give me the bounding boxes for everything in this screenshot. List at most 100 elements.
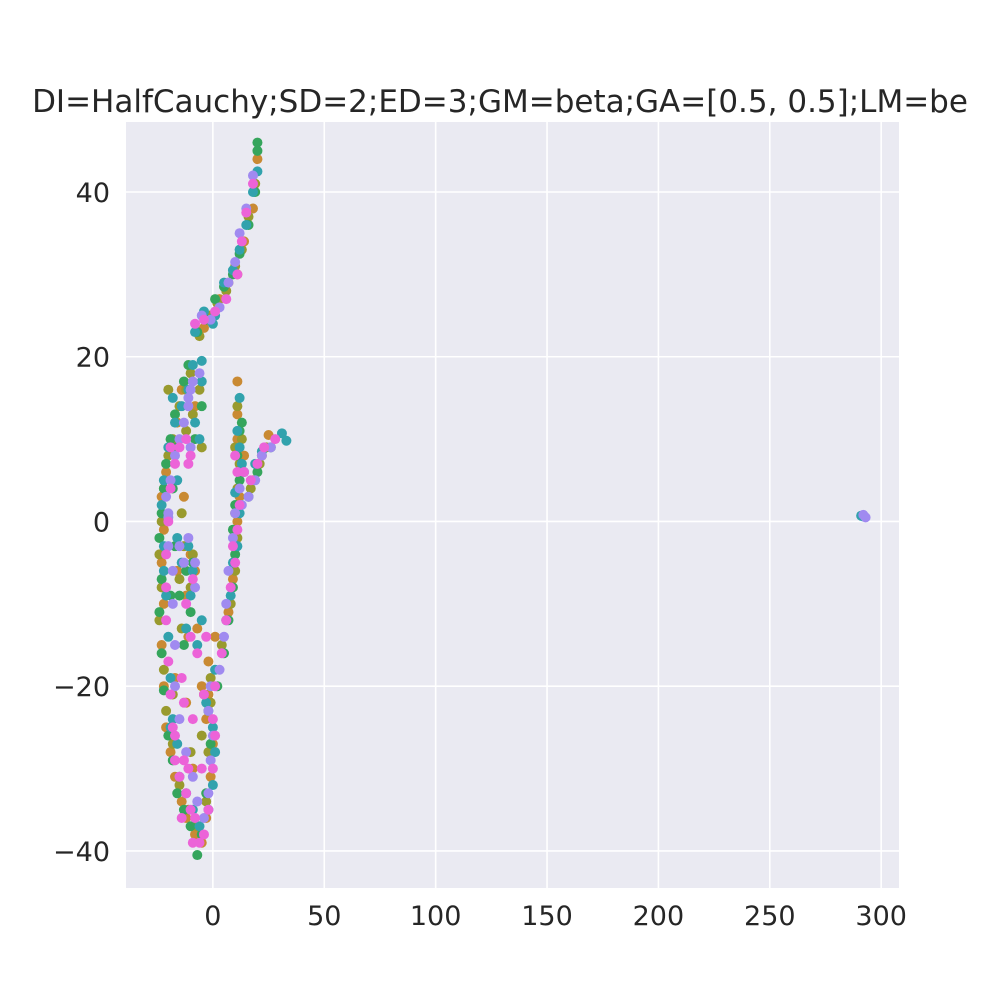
data-point xyxy=(230,549,241,560)
data-point xyxy=(187,409,198,420)
data-point xyxy=(201,796,212,807)
data-point xyxy=(185,450,196,461)
data-point xyxy=(185,384,196,395)
data-point xyxy=(187,359,198,370)
data-point xyxy=(205,771,216,782)
data-point xyxy=(194,368,205,379)
data-point xyxy=(232,269,243,280)
data-point xyxy=(205,755,216,766)
data-point xyxy=(170,681,181,692)
data-point xyxy=(154,607,165,618)
data-point xyxy=(185,368,196,379)
data-point xyxy=(181,788,192,799)
x-tick-labels: 0 50 100 150 200 250 300 xyxy=(204,901,907,932)
data-point xyxy=(165,434,176,445)
data-point xyxy=(227,541,238,552)
data-point xyxy=(167,722,178,733)
data-point xyxy=(192,648,203,659)
data-point xyxy=(259,442,270,453)
data-point xyxy=(241,207,252,218)
data-point xyxy=(230,508,241,519)
data-point xyxy=(183,763,194,774)
data-point xyxy=(232,409,243,420)
data-point xyxy=(225,590,236,601)
data-point xyxy=(205,738,216,749)
data-point xyxy=(207,722,218,733)
data-point xyxy=(234,244,245,255)
data-point xyxy=(223,607,234,618)
data-point xyxy=(178,491,189,502)
data-point xyxy=(207,780,218,791)
data-point xyxy=(174,541,185,552)
data-point xyxy=(247,178,258,189)
data-point xyxy=(234,442,245,453)
data-point xyxy=(154,532,165,543)
data-point xyxy=(158,565,169,576)
data-point xyxy=(203,705,214,716)
data-point xyxy=(187,771,198,782)
data-point xyxy=(163,384,174,395)
data-point xyxy=(210,681,221,692)
y-tick-label: 20 xyxy=(76,343,110,374)
data-point xyxy=(165,442,176,453)
data-point xyxy=(198,314,209,325)
data-point xyxy=(207,763,218,774)
data-point xyxy=(161,549,172,560)
data-point xyxy=(167,598,178,609)
data-point xyxy=(252,458,263,469)
data-point xyxy=(276,428,287,439)
data-point xyxy=(281,435,292,446)
data-point xyxy=(158,598,169,609)
data-point xyxy=(207,714,218,725)
data-point xyxy=(156,557,167,568)
x-tick-label: 100 xyxy=(410,901,462,932)
data-point xyxy=(196,376,207,387)
data-point xyxy=(190,327,201,338)
data-point xyxy=(198,829,209,840)
data-point xyxy=(165,689,176,700)
data-point xyxy=(232,524,243,535)
data-point xyxy=(156,574,167,585)
data-point xyxy=(239,467,250,478)
data-point xyxy=(156,640,167,651)
data-point xyxy=(187,574,198,585)
data-point xyxy=(232,401,243,412)
data-point xyxy=(216,640,227,651)
data-point xyxy=(214,664,225,675)
data-point xyxy=(183,392,194,403)
data-point xyxy=(198,689,209,700)
data-point xyxy=(225,582,236,593)
y-tick-label: −40 xyxy=(53,837,110,868)
data-point xyxy=(232,376,243,387)
data-point xyxy=(161,615,172,626)
data-point xyxy=(190,557,201,568)
data-point xyxy=(236,417,247,428)
data-point xyxy=(181,434,192,445)
data-point xyxy=(181,623,192,634)
data-point xyxy=(190,318,201,329)
data-point xyxy=(192,850,203,861)
data-point xyxy=(167,392,178,403)
data-point xyxy=(203,656,214,667)
data-point xyxy=(194,821,205,832)
data-point xyxy=(190,812,201,823)
data-point xyxy=(163,631,174,642)
data-point xyxy=(156,500,167,510)
data-point xyxy=(234,228,245,239)
data-point xyxy=(161,467,172,478)
data-point xyxy=(196,681,207,692)
data-point xyxy=(174,714,185,725)
data-point xyxy=(252,467,263,478)
data-point xyxy=(232,516,243,527)
data-point xyxy=(192,623,203,634)
data-point xyxy=(174,574,185,585)
data-point xyxy=(245,483,256,494)
data-point xyxy=(190,417,201,428)
x-tick-label: 200 xyxy=(633,901,685,932)
chart-title: DI=HalfCauchy;SD=2;ED=3;GM=beta;GA=[0.5,… xyxy=(32,84,968,120)
data-point xyxy=(161,705,172,716)
data-point xyxy=(219,631,230,642)
data-point xyxy=(196,442,207,453)
